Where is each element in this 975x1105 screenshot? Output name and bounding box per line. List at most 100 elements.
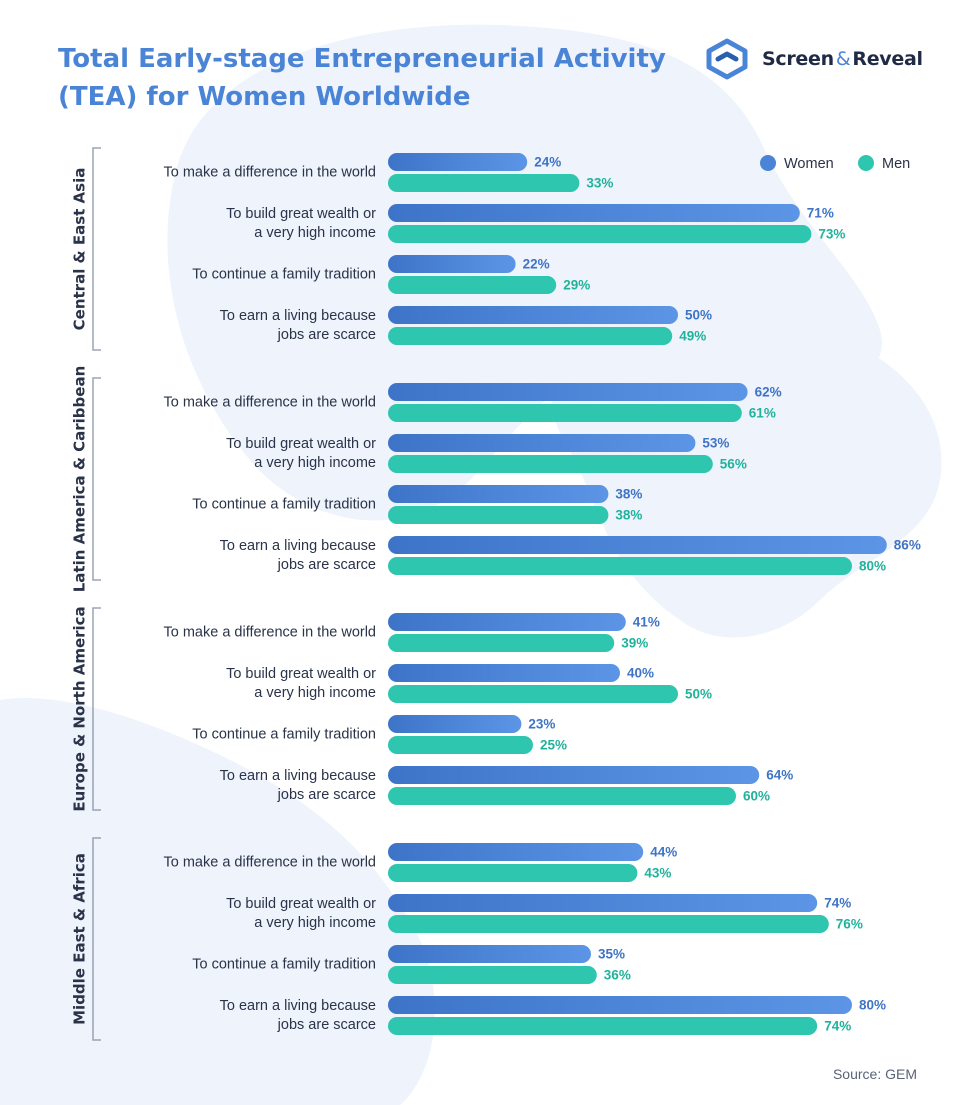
data-label-women: 24% <box>534 155 561 170</box>
bar-men <box>388 634 615 652</box>
bar-men <box>388 557 852 575</box>
source-note: Source: GEM <box>832 1066 917 1082</box>
data-label-men: 74% <box>824 1019 851 1034</box>
bar-men <box>388 685 678 703</box>
category-label: To make a difference in the world <box>163 394 376 410</box>
bar-women <box>388 996 852 1014</box>
logo-word-reveal: Reveal <box>852 48 923 70</box>
bar-men <box>388 864 638 882</box>
legend-label-women: Women <box>784 156 834 172</box>
bar-men <box>388 1017 818 1035</box>
category-label: To build great wealth or <box>226 436 376 452</box>
region-bracket <box>92 147 101 351</box>
bar-women <box>388 255 516 273</box>
category-label: jobs are scarce <box>277 557 376 573</box>
category-label: jobs are scarce <box>277 787 376 803</box>
data-label-women: 50% <box>685 308 712 323</box>
bar-men <box>388 276 557 294</box>
category-label: jobs are scarce <box>277 1017 376 1033</box>
bar-women <box>388 383 748 401</box>
category-label: To make a difference in the world <box>163 624 376 640</box>
bar-women <box>388 664 620 682</box>
region-bracket <box>92 377 101 581</box>
data-label-women: 23% <box>528 717 555 732</box>
category-label: To build great wealth or <box>226 206 376 222</box>
category-label: To continue a family tradition <box>192 956 376 972</box>
data-label-women: 53% <box>702 436 729 451</box>
category-label: To earn a living because <box>220 768 376 784</box>
data-label-men: 50% <box>685 687 712 702</box>
bar-men <box>388 327 673 345</box>
data-label-men: 33% <box>586 176 613 191</box>
bar-women <box>388 434 696 452</box>
data-label-men: 80% <box>859 559 886 574</box>
data-label-women: 35% <box>598 947 625 962</box>
region-label: Middle East & Africa <box>71 853 89 1025</box>
region-label: Central & East Asia <box>71 168 89 331</box>
bar-women <box>388 306 678 324</box>
bar-women <box>388 485 609 503</box>
category-label: a very high income <box>254 685 376 701</box>
legend-label-men: Men <box>882 156 910 172</box>
region-bracket <box>92 607 101 811</box>
bar-men <box>388 455 713 473</box>
data-label-men: 29% <box>563 278 590 293</box>
data-label-men: 25% <box>540 738 567 753</box>
data-label-women: 74% <box>824 896 851 911</box>
category-label: To continue a family tradition <box>192 496 376 512</box>
bar-men <box>388 506 609 524</box>
category-label: To make a difference in the world <box>163 854 376 870</box>
bar-women <box>388 153 528 171</box>
data-label-women: 40% <box>627 666 654 681</box>
data-label-men: 38% <box>615 508 642 523</box>
region-label: Latin America & Caribbean <box>71 366 89 593</box>
logo-word-screen: Screen <box>762 48 834 70</box>
logo-wordmark: Screen & Reveal <box>762 48 923 70</box>
category-label: a very high income <box>254 225 376 241</box>
background-blob-top <box>167 24 882 521</box>
region-label: Europe & North America <box>71 606 89 811</box>
bar-women <box>388 945 591 963</box>
data-label-women: 22% <box>523 257 550 272</box>
data-label-men: 60% <box>743 789 770 804</box>
category-label: a very high income <box>254 915 376 931</box>
category-label: To continue a family tradition <box>192 266 376 282</box>
bar-women <box>388 536 887 554</box>
category-label: a very high income <box>254 455 376 471</box>
category-label: To make a difference in the world <box>163 164 376 180</box>
bar-men <box>388 174 580 192</box>
data-label-women: 44% <box>650 845 677 860</box>
bar-men <box>388 404 742 422</box>
chart-title: Total Early-stage Entrepreneurial Activi… <box>58 44 666 112</box>
bar-men <box>388 915 829 933</box>
data-label-men: 61% <box>749 406 776 421</box>
data-label-women: 38% <box>615 487 642 502</box>
data-label-men: 73% <box>818 227 845 242</box>
data-label-men: 39% <box>621 636 648 651</box>
data-label-men: 76% <box>836 917 863 932</box>
category-label: To earn a living because <box>220 308 376 324</box>
bar-women <box>388 843 644 861</box>
bar-women <box>388 766 760 784</box>
data-label-women: 80% <box>859 998 886 1013</box>
bar-men <box>388 787 736 805</box>
data-label-women: 41% <box>633 615 660 630</box>
category-label: To earn a living because <box>220 538 376 554</box>
category-label: To continue a family tradition <box>192 726 376 742</box>
data-label-women: 86% <box>894 538 921 553</box>
data-label-men: 43% <box>644 866 671 881</box>
category-label: jobs are scarce <box>277 327 376 343</box>
category-label: To earn a living because <box>220 998 376 1014</box>
data-label-women: 62% <box>755 385 782 400</box>
bar-men <box>388 966 597 984</box>
region-bracket <box>92 837 101 1041</box>
data-label-men: 49% <box>679 329 706 344</box>
data-label-women: 64% <box>766 768 793 783</box>
bar-men <box>388 736 533 754</box>
data-label-women: 71% <box>807 206 834 221</box>
legend-swatch-men <box>858 155 874 171</box>
screen-reveal-logo-icon <box>706 38 748 80</box>
bar-women <box>388 204 800 222</box>
background-blob-bottom <box>0 698 435 1105</box>
